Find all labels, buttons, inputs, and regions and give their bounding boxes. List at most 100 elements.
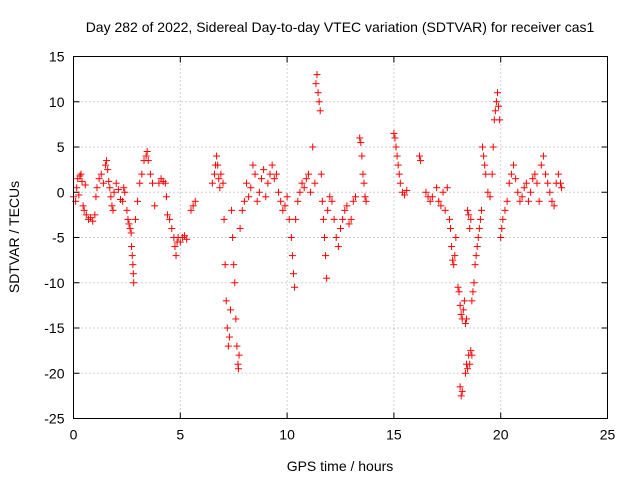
data-point <box>314 89 322 97</box>
data-point <box>245 193 253 201</box>
data-point <box>456 383 464 391</box>
data-point <box>120 184 128 192</box>
data-point <box>128 243 136 251</box>
data-point <box>123 206 131 214</box>
data-point <box>151 202 159 210</box>
data-point <box>441 206 449 214</box>
data-point <box>107 193 115 201</box>
data-point <box>542 170 550 178</box>
data-point <box>312 80 320 88</box>
data-point <box>516 197 524 205</box>
data-point <box>213 152 221 160</box>
y-tick-label: -15 <box>44 320 64 336</box>
data-point <box>76 172 84 180</box>
data-point <box>129 261 137 269</box>
data-point <box>223 324 231 332</box>
x-tick-label: 0 <box>70 427 78 443</box>
data-point <box>189 202 197 210</box>
data-point <box>488 170 496 178</box>
data-point <box>531 170 539 178</box>
data-point <box>422 188 430 196</box>
data-point <box>307 188 315 196</box>
data-point <box>416 152 424 160</box>
chart-title: Day 282 of 2022, Sidereal Day-to-day VTE… <box>86 19 595 35</box>
data-point <box>362 197 370 205</box>
data-point <box>463 315 471 323</box>
data-point <box>393 152 401 160</box>
data-point <box>481 161 489 169</box>
data-point <box>495 102 503 110</box>
data-point <box>283 193 291 201</box>
data-point <box>324 206 332 214</box>
data-point <box>475 224 483 232</box>
data-point <box>125 220 133 228</box>
data-point <box>255 188 263 196</box>
data-point <box>359 170 367 178</box>
data-point <box>166 215 174 223</box>
data-point <box>275 188 283 196</box>
data-point <box>108 202 116 210</box>
data-point <box>548 197 556 205</box>
data-point <box>334 243 342 251</box>
data-point <box>102 161 110 169</box>
data-point <box>281 202 289 210</box>
data-point <box>229 234 237 241</box>
data-point <box>428 193 436 201</box>
data-point <box>437 202 445 210</box>
data-point <box>311 179 319 187</box>
data-point <box>394 161 402 169</box>
x-tick-label: 10 <box>279 427 295 443</box>
data-point <box>162 193 170 201</box>
data-point <box>527 188 535 196</box>
data-point <box>309 143 317 151</box>
data-point <box>524 197 532 205</box>
data-point <box>191 197 199 205</box>
data-point <box>467 215 475 223</box>
data-point <box>514 188 522 196</box>
data-point <box>473 243 481 251</box>
data-point <box>304 170 312 178</box>
data-point <box>417 157 425 165</box>
data-point <box>181 232 189 240</box>
data-point <box>232 315 240 323</box>
data-point <box>469 288 477 296</box>
data-point <box>136 179 144 187</box>
data-point <box>451 252 459 260</box>
data-point <box>142 152 150 160</box>
data-point <box>497 234 505 241</box>
y-tick-label: 10 <box>49 94 65 110</box>
data-point <box>330 215 338 223</box>
data-point <box>81 181 89 189</box>
data-point <box>546 188 554 196</box>
data-point <box>216 184 224 192</box>
data-point <box>472 252 480 260</box>
data-point <box>264 179 272 187</box>
data-point <box>128 252 136 260</box>
y-tick-label: -10 <box>44 275 64 291</box>
data-point <box>491 107 499 115</box>
data-point <box>143 148 151 156</box>
data-point <box>268 161 276 169</box>
data-point <box>493 89 501 97</box>
data-point <box>313 71 321 79</box>
data-point <box>291 283 299 291</box>
data-point <box>277 197 285 205</box>
data-point <box>73 184 81 192</box>
data-point <box>257 175 265 183</box>
x-tick-label: 15 <box>386 427 402 443</box>
data-point <box>461 319 469 327</box>
data-point <box>231 279 239 287</box>
data-point <box>445 215 453 223</box>
data-point <box>557 179 565 187</box>
data-point <box>235 351 243 359</box>
data-point <box>529 175 537 183</box>
data-point <box>499 215 507 223</box>
data-point <box>459 306 467 314</box>
data-point <box>484 188 492 196</box>
y-tick-label: 5 <box>57 139 65 155</box>
y-tick-label: -25 <box>44 411 64 427</box>
data-point <box>279 206 287 214</box>
data-point <box>89 217 97 225</box>
data-point <box>290 270 298 278</box>
data-point <box>323 274 331 282</box>
